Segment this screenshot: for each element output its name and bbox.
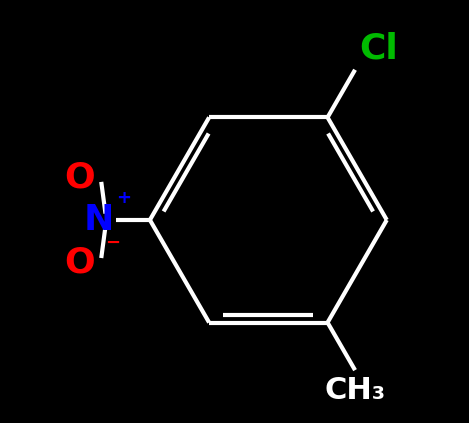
Text: +: + bbox=[116, 189, 131, 207]
Text: CH₃: CH₃ bbox=[325, 376, 386, 406]
Text: N: N bbox=[83, 203, 114, 237]
Text: O: O bbox=[64, 161, 95, 195]
Text: O: O bbox=[64, 245, 95, 279]
Text: −: − bbox=[106, 233, 121, 252]
Text: Cl: Cl bbox=[359, 32, 398, 66]
